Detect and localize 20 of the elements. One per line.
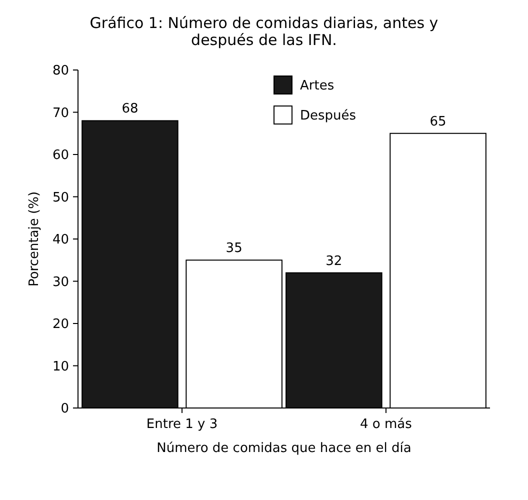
y-tick-label: 10 (52, 359, 69, 374)
data-label: 32 (326, 254, 342, 269)
y-tick-label: 60 (52, 148, 69, 164)
legend-label: Artes (300, 78, 334, 94)
y-tick-label: 20 (52, 317, 69, 332)
y-tick-label: 50 (52, 190, 69, 206)
data-label: 35 (226, 241, 242, 256)
y-tick-label: 70 (52, 106, 69, 121)
data-label: 65 (430, 114, 446, 130)
y-tick-label: 80 (52, 64, 69, 79)
y-axis-title: Porcentaje (%) (27, 191, 42, 287)
legend-label: Después (300, 108, 356, 124)
x-axis-title: Número de comidas que hace en el día (156, 441, 412, 456)
chart-title: Gráfico 1: Número de comidas diarias, antes y después de las IFN. (90, 14, 438, 49)
y-tick-label: 40 (52, 232, 69, 248)
y-tick-label: 0 (60, 402, 69, 417)
x-tick-label: 4 o más (360, 417, 412, 432)
x-tick-label: Entre 1 y 3 (146, 417, 218, 432)
y-tick-label: 30 (52, 274, 69, 290)
data-label: 68 (122, 102, 138, 117)
